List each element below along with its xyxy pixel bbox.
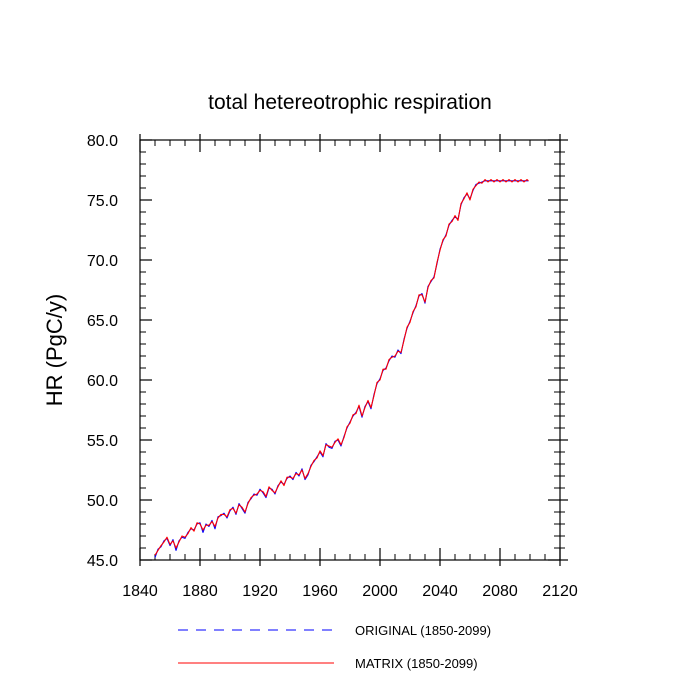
y-tick-label: 65.0 [87, 313, 118, 330]
chart-title: total hetereotrophic respiration [208, 91, 492, 114]
x-tick-label: 1840 [122, 583, 158, 600]
x-tick-label: 2000 [362, 583, 398, 600]
legend-label-matrix: MATRIX (1850-2099) [355, 656, 478, 671]
y-tick-label: 80.0 [87, 133, 118, 150]
series-line-original [154, 180, 529, 558]
y-tick-label: 70.0 [87, 253, 118, 270]
axis-tick-labels: 1840 1880 1920 1960 2000 2040 2080 2120 45.0 50.0… [87, 133, 578, 600]
y-tick-label: 45.0 [87, 553, 118, 570]
legend: ORIGINAL (1850-2099) MATRIX (1850-2099) [178, 623, 491, 671]
x-tick-label: 1920 [242, 583, 278, 600]
axis-ticks [139, 134, 568, 566]
y-tick-label: 75.0 [87, 193, 118, 210]
plot-frame [139, 139, 561, 561]
data-series [154, 179, 529, 558]
y-tick-label: 60.0 [87, 373, 118, 390]
legend-label-original: ORIGINAL (1850-2099) [355, 623, 491, 638]
x-tick-label: 2120 [542, 583, 578, 600]
x-tick-label: 2040 [422, 583, 458, 600]
x-tick-label: 1960 [302, 583, 338, 600]
y-tick-label: 50.0 [87, 493, 118, 510]
x-tick-label: 2080 [482, 583, 518, 600]
x-tick-label: 1880 [182, 583, 218, 600]
y-axis-label: HR (PgC/y) [42, 294, 67, 406]
y-tick-label: 55.0 [87, 433, 118, 450]
series-line-matrix [154, 179, 529, 556]
